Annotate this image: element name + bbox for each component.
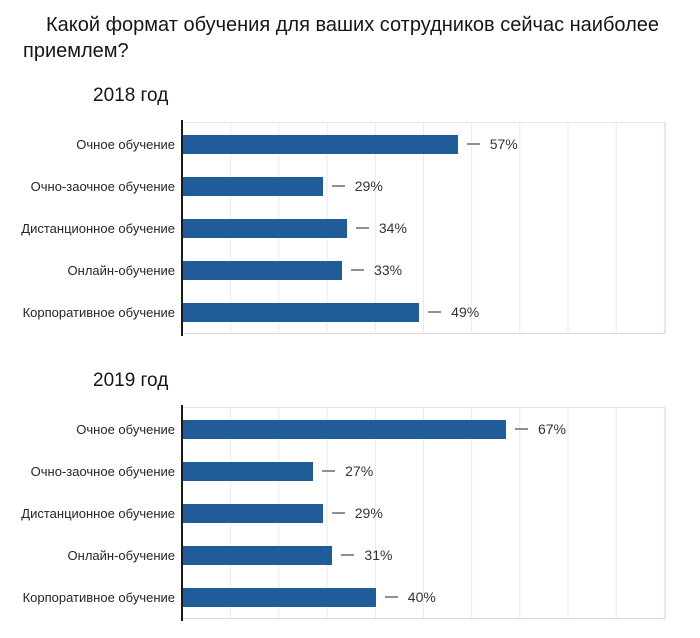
value-connector-dash — [322, 470, 336, 472]
category-label: Корпоративное обучение — [22, 304, 175, 320]
bar — [183, 302, 420, 322]
bar-row: Корпоративное обучение 49% — [23, 291, 665, 333]
bar — [183, 545, 333, 565]
bar-row: Очно-заочное обучение 29% — [31, 165, 665, 207]
bar-row: Очное обучение 57% — [76, 123, 665, 165]
category-label: Онлайн-обучение — [67, 262, 175, 278]
category-label: Дистанционное обучение — [21, 220, 175, 236]
bar — [183, 260, 343, 280]
value-connector-dash — [331, 512, 345, 514]
value-connector-dash — [428, 311, 442, 313]
value-label: 67% — [537, 421, 566, 437]
bar-row: Онлайн-обучение 33% — [68, 249, 665, 291]
chart-plot-2018: Очное обучение 57% Очно-заочное обучение 29… — [21, 120, 666, 336]
category-label: Дистанционное обучение — [21, 505, 175, 521]
category-label: Очное обучение — [76, 136, 175, 152]
y-axis-line — [181, 120, 183, 336]
value-connector-dash — [355, 227, 369, 229]
category-label: Корпоративное обучение — [22, 589, 175, 605]
value-label: 31% — [364, 547, 393, 563]
page-title: Какой формат обучения для ваших сотрудни… — [23, 14, 660, 62]
bar-row: Очное обучение 67% — [76, 408, 665, 450]
chart-plot-2019: Очное обучение 67% Очно-заочное обучение 27… — [21, 405, 666, 621]
bar — [183, 176, 323, 196]
value-connector-dash — [331, 185, 345, 187]
value-label: 57% — [489, 136, 518, 152]
value-label: 29% — [354, 505, 383, 521]
value-label: 40% — [407, 589, 436, 605]
bar-row: Очно-заочное обучение 27% — [31, 450, 665, 492]
bar — [183, 419, 506, 439]
bar — [183, 503, 323, 523]
category-label: Онлайн-обучение — [67, 547, 175, 563]
category-label: Очно-заочное обучение — [30, 463, 175, 479]
y-axis-line — [181, 405, 183, 621]
value-label: 34% — [378, 220, 407, 236]
category-label: Очно-заочное обучение — [30, 178, 175, 194]
value-label: 29% — [354, 178, 383, 194]
value-label: 33% — [374, 262, 403, 278]
value-connector-dash — [384, 596, 398, 598]
bar-row: Онлайн-обучение 31% — [68, 534, 665, 576]
chart-title-2019: 2019 год — [93, 370, 169, 391]
value-label: 27% — [345, 463, 374, 479]
value-label: 49% — [451, 304, 480, 320]
bar-row: Корпоративное обучение 40% — [23, 576, 665, 618]
bar-row: Дистанционное обучение 34% — [21, 207, 665, 249]
bar — [183, 587, 376, 607]
bar — [183, 218, 347, 238]
chart-title-2018: 2018 год — [93, 85, 169, 106]
category-label: Очное обучение — [76, 421, 175, 437]
chart-section-2019: 2019 год Очное обучение 67% Очно-заочное о… — [0, 369, 700, 621]
value-connector-dash — [351, 269, 365, 271]
bar-row: Дистанционное обучение 29% — [21, 492, 665, 534]
value-connector-dash — [514, 428, 528, 430]
bar — [183, 134, 458, 154]
bar — [183, 461, 314, 481]
value-connector-dash — [466, 143, 480, 145]
chart-section-2018: 2018 год Очное обучение 57% Очно-заочное о… — [0, 84, 700, 336]
value-connector-dash — [341, 554, 355, 556]
